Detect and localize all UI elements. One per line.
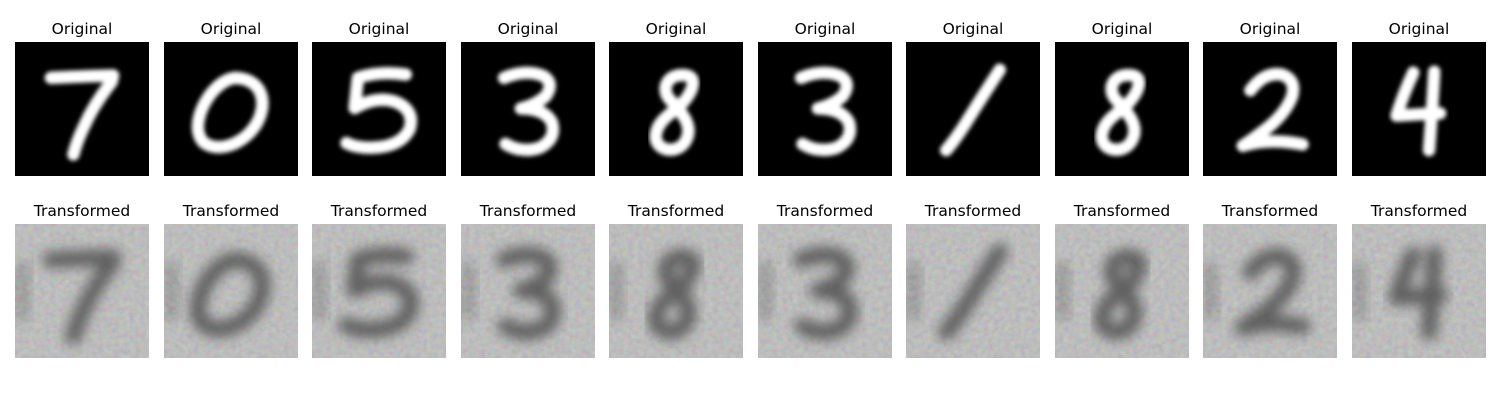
original-title: Original: [942, 20, 1004, 38]
transformed-digit-2-picture: [1203, 224, 1337, 358]
transformed-digit-1-picture: [906, 224, 1040, 358]
original-digit-image: [906, 42, 1040, 176]
transformed-digit-image: [1352, 224, 1486, 358]
original-title: Original: [200, 20, 262, 38]
transformed-digit-0-picture: [164, 224, 298, 358]
transformed-digit-5-picture: [312, 224, 446, 358]
original-title: Original: [1239, 20, 1301, 38]
original-title: Original: [348, 20, 410, 38]
original-digit-0-picture: [164, 42, 298, 176]
transformed-digit-image: [1055, 224, 1189, 358]
transformed-title: Transformed: [627, 202, 725, 220]
transformed-digit-3-picture: [461, 224, 595, 358]
transformed-title: Transformed: [1370, 202, 1468, 220]
original-digit-image: [312, 42, 446, 176]
transformed-title: Transformed: [33, 202, 131, 220]
transformed-title: Transformed: [1221, 202, 1319, 220]
original-digit-4-picture: [1352, 42, 1486, 176]
transformed-title: Transformed: [776, 202, 874, 220]
original-digit-5-picture: [312, 42, 446, 176]
transformed-digit-image: [758, 224, 892, 358]
original-digit-image: [1352, 42, 1486, 176]
original-digit-3-picture: [461, 42, 595, 176]
original-digit-image: [15, 42, 149, 176]
original-digit-image: [1055, 42, 1189, 176]
transformed-digit-7-picture: [15, 224, 149, 358]
original-digit-8-picture: [609, 42, 743, 176]
transformed-digit-4-picture: [1352, 224, 1486, 358]
original-digit-image: [609, 42, 743, 176]
transformed-digit-image: [164, 224, 298, 358]
original-digit-1-picture: [906, 42, 1040, 176]
transformed-digit-8-picture: [609, 224, 743, 358]
original-title: Original: [1091, 20, 1153, 38]
transformed-digit-image: [609, 224, 743, 358]
transformed-digit-3-picture: [758, 224, 892, 358]
transformed-title: Transformed: [330, 202, 428, 220]
transformed-title: Transformed: [1073, 202, 1171, 220]
original-title: Original: [1388, 20, 1450, 38]
original-title: Original: [51, 20, 113, 38]
original-digit-3-picture: [758, 42, 892, 176]
original-digit-image: [1203, 42, 1337, 176]
original-digit-2-picture: [1203, 42, 1337, 176]
original-digit-image: [758, 42, 892, 176]
original-title: Original: [497, 20, 559, 38]
original-digit-8-picture: [1055, 42, 1189, 176]
transformed-digit-image: [312, 224, 446, 358]
original-digit-7-picture: [15, 42, 149, 176]
original-title: Original: [645, 20, 707, 38]
original-digit-image: [461, 42, 595, 176]
original-title: Original: [794, 20, 856, 38]
transformed-digit-8-picture: [1055, 224, 1189, 358]
transformed-digit-image: [1203, 224, 1337, 358]
transformed-title: Transformed: [479, 202, 577, 220]
transformed-digit-image: [461, 224, 595, 358]
original-digit-image: [164, 42, 298, 176]
transformed-title: Transformed: [182, 202, 280, 220]
transformed-title: Transformed: [924, 202, 1022, 220]
transformed-digit-image: [15, 224, 149, 358]
transformed-digit-image: [906, 224, 1040, 358]
